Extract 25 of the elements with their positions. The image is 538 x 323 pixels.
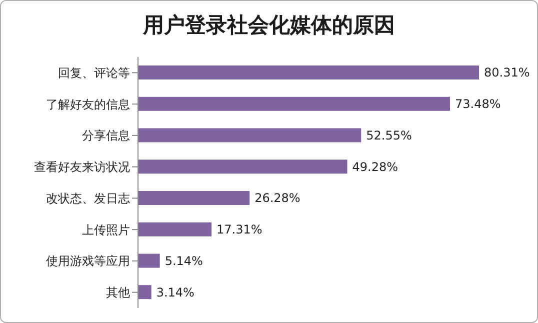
data-label: 5.14%: [164, 254, 203, 268]
bar: [138, 285, 152, 300]
y-tick-label: 了解好友的信息: [46, 97, 130, 112]
y-tick-label: 其他: [106, 286, 130, 300]
bar: [138, 222, 212, 236]
y-tick-label: 使用游戏等应用: [46, 254, 130, 268]
data-label: 3.14%: [156, 285, 194, 300]
y-tick-label: 上传照片: [82, 222, 130, 237]
y-tick-label: 查看好友来访状况: [34, 160, 130, 174]
bar: [138, 96, 450, 111]
data-label: 26.28%: [254, 191, 300, 206]
bar: [138, 65, 479, 80]
data-label: 52.55%: [366, 128, 412, 142]
y-tick-label: 回复、评论等: [58, 66, 130, 80]
data-label: 80.31%: [484, 66, 530, 80]
bar: [138, 160, 348, 174]
bar: [138, 254, 160, 268]
chart-title: 用户登录社会化媒体的原因: [142, 12, 396, 39]
data-label: 17.31%: [216, 222, 262, 237]
data-label: 49.28%: [352, 160, 398, 174]
y-tick-label: 分享信息: [82, 128, 130, 143]
bar: [138, 128, 362, 142]
bar: [138, 190, 250, 205]
y-tick-label: 改状态、发日志: [46, 191, 130, 206]
data-label: 73.48%: [455, 97, 501, 112]
